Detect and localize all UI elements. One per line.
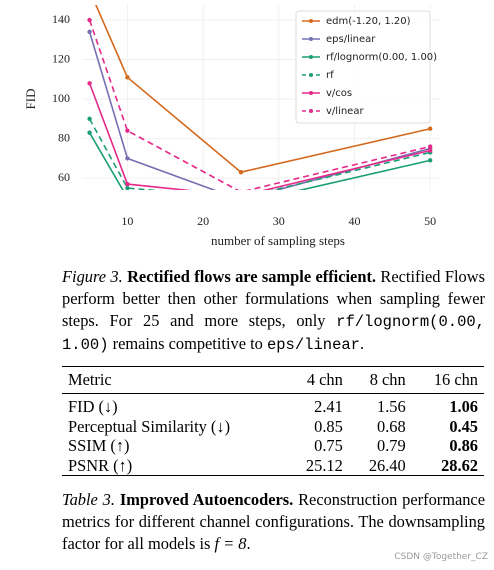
point xyxy=(427,144,433,149)
column-header: 4 chn xyxy=(285,366,349,394)
caption-text: . xyxy=(359,334,365,353)
results-table: Metric 4 chn 8 chn 16 chn FID (↓) 2.41 1.56 1.… xyxy=(62,366,484,476)
x-axis-label: number of sampling steps xyxy=(211,233,345,248)
table-row: FID (↓) 2.41 1.56 1.06 xyxy=(62,394,484,417)
table-header: Metric 4 chn 8 chn 16 chn xyxy=(62,366,484,394)
table-row: Perceptual Similarity (↓) 0.85 0.68 0.45 xyxy=(62,417,484,437)
table-cell: 25.12 xyxy=(305,455,343,475)
caption-math: f = 8 xyxy=(214,534,247,553)
y-tick-label: 140 xyxy=(52,12,70,26)
x-tick-label: 10 xyxy=(121,214,133,228)
legend-label: rf/lognorm(0.00, 1.00) xyxy=(326,52,437,63)
caption-title: Rectified flows are sample efficient. xyxy=(127,267,377,286)
legend-box xyxy=(295,10,431,124)
legend-label: eps/linear xyxy=(326,34,376,45)
legend-marker xyxy=(309,55,313,59)
chart: 60 80 100 120 140 10 20 30 40 50 number of sampli… xyxy=(23,5,440,248)
point xyxy=(87,17,92,23)
caption-code: rf/lognorm(0.00, 1.00) xyxy=(62,313,485,354)
caption-label: Figure 3. xyxy=(62,267,123,286)
plot-lines xyxy=(87,5,433,206)
legend-marker xyxy=(309,37,313,41)
column-header: 16 chn xyxy=(411,366,484,394)
table-row: SSIM (↑) 0.75 0.79 0.86 xyxy=(62,436,484,456)
legend-label: rf xyxy=(326,70,334,81)
legend-marker xyxy=(309,109,313,113)
point xyxy=(87,130,92,135)
point xyxy=(239,196,243,200)
y-tick-label: 100 xyxy=(52,91,70,105)
table-cell: 0.79 xyxy=(377,436,406,455)
point xyxy=(125,185,130,190)
table-cell: 0.75 xyxy=(314,436,343,455)
caption-text: remains competitive to xyxy=(112,334,263,353)
legend-label: edm(-1.20, 1.20) xyxy=(326,16,411,27)
table-cell: 0.85 xyxy=(314,416,343,436)
legend-marker xyxy=(309,73,313,77)
x-tick-label: 50 xyxy=(424,214,436,228)
point xyxy=(87,29,92,35)
point xyxy=(125,196,129,200)
table-cell: Perceptual Similarity (↓) xyxy=(68,416,231,436)
table-cell: SSIM (↑) xyxy=(68,436,130,455)
axes: 60 80 100 120 140 10 20 30 40 50 xyxy=(52,12,436,228)
table-cell: 2.41 xyxy=(314,397,343,416)
column-header: 8 chn xyxy=(348,366,412,394)
point xyxy=(239,202,243,206)
point xyxy=(239,189,242,190)
point xyxy=(125,181,130,187)
table-cell: PSNR (↑) xyxy=(68,455,133,475)
series-line xyxy=(88,118,431,190)
x-tick-label: 40 xyxy=(348,214,360,228)
legend-label: v/linear xyxy=(326,106,364,117)
table-cell: 0.86 xyxy=(449,436,478,455)
x-tick-label: 30 xyxy=(273,214,285,228)
series-line xyxy=(88,132,431,190)
figure-caption: Figure 3. Rectified flows are sample eff… xyxy=(62,266,485,356)
y-tick-label: 60 xyxy=(58,170,70,184)
point xyxy=(427,126,433,131)
series-line xyxy=(88,82,431,190)
y-axis-label: FID xyxy=(23,89,38,110)
y-tick-label: 120 xyxy=(52,51,70,65)
table-body: FID (↓) 2.41 1.56 1.06 Perceptual Similarity… xyxy=(62,394,484,476)
caption-label: Table 3. xyxy=(62,490,115,509)
point xyxy=(239,194,243,198)
table-cell: 28.62 xyxy=(441,455,478,475)
table-cell: 0.68 xyxy=(377,416,406,436)
series-line xyxy=(95,5,431,174)
x-tick-label: 20 xyxy=(197,214,209,228)
point xyxy=(125,156,130,161)
point xyxy=(239,198,243,202)
series-line xyxy=(88,31,431,190)
legend-marker xyxy=(309,19,313,23)
point xyxy=(238,170,244,175)
table-cell: 0.45 xyxy=(449,416,478,436)
column-header: Metric xyxy=(62,366,286,394)
legend-marker xyxy=(309,91,313,95)
table-cell: FID (↓) xyxy=(68,397,118,416)
y-tick-label: 80 xyxy=(58,130,70,144)
series-line xyxy=(88,19,431,190)
table-row: PSNR (↑) 25.12 26.40 28.62 xyxy=(62,456,484,476)
caption-text: . xyxy=(246,534,251,553)
legend: edm(-1.20, 1.20) eps/linear rf/lognorm(0.0… xyxy=(295,10,437,124)
point xyxy=(427,148,433,153)
table-caption: Table 3. Improved Autoencoders. Reconstr… xyxy=(62,489,485,555)
table-cell: 26.40 xyxy=(368,455,406,475)
point xyxy=(87,81,92,86)
table-cell: 1.06 xyxy=(449,397,478,416)
point xyxy=(125,75,130,80)
table-cell: 1.56 xyxy=(377,397,406,416)
caption-title: Improved Autoencoders. xyxy=(119,490,294,509)
caption-code: eps/linear xyxy=(266,336,360,354)
caption-text: Rectified Flows perform better then othe… xyxy=(62,267,485,330)
point xyxy=(427,158,433,163)
caption-text: Reconstruction performance metrics for d… xyxy=(62,490,485,553)
watermark: CSDN @Together_CZ xyxy=(394,552,488,562)
point xyxy=(125,128,130,133)
point xyxy=(87,116,92,122)
legend-label: v/cos xyxy=(326,88,352,99)
